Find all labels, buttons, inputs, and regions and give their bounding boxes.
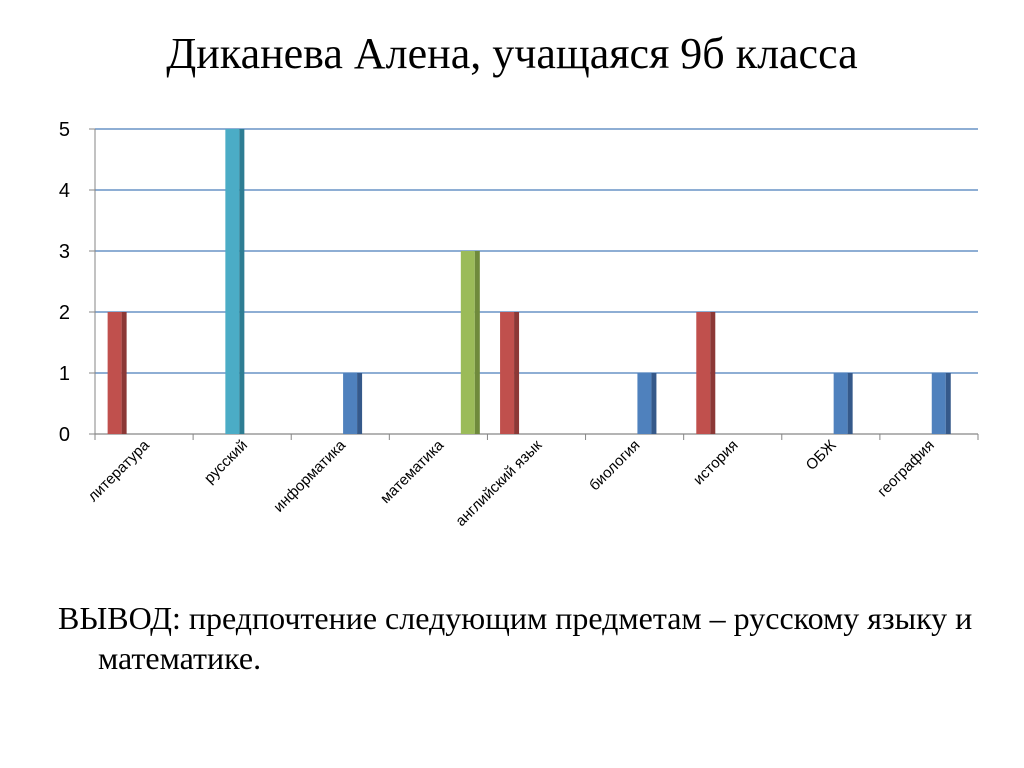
bar-face	[343, 373, 358, 434]
x-category-label: английский язык	[452, 436, 545, 529]
bar-side	[357, 373, 363, 434]
x-category-label: русский	[201, 437, 251, 487]
bar-география	[931, 373, 951, 434]
bar-face	[696, 312, 711, 434]
bar-side	[945, 373, 951, 434]
bar-side	[651, 373, 657, 434]
x-category-labels: литература русский информатика математика ан…	[85, 436, 938, 530]
x-category-label: математика	[377, 436, 448, 507]
bar-side	[239, 129, 245, 434]
x-category-label: литература	[85, 436, 154, 505]
y-tick-label: 4	[59, 180, 70, 202]
x-category-label: биология	[586, 437, 643, 494]
x-category-label: география	[874, 437, 938, 501]
bar-биология	[637, 373, 657, 434]
slide-title: Диканева Алена, учащаяся 9б класса	[166, 29, 858, 78]
bar-математика	[460, 251, 480, 434]
bar-chart: 0 1 2 3 4 5 литература русский информатика матем…	[59, 119, 979, 530]
conclusion-text: : предпочтение следующим предметам – рус…	[98, 600, 973, 676]
bar-side	[710, 312, 716, 434]
bars	[107, 129, 951, 434]
bar-face	[637, 373, 652, 434]
y-tick-label: 0	[59, 424, 70, 446]
bar-face	[833, 373, 848, 434]
bar-face	[931, 373, 946, 434]
y-tick-label: 3	[59, 241, 70, 263]
conclusion: ВЫВОД: предпочтение следующим предметам …	[58, 598, 998, 678]
bar-side	[847, 373, 853, 434]
bar-side	[121, 312, 127, 434]
x-category-label: история	[690, 437, 741, 488]
conclusion-label: ВЫВОД	[58, 600, 172, 636]
y-tick-label: 5	[59, 119, 70, 141]
bar-face	[460, 251, 475, 434]
y-tick-label: 1	[59, 363, 70, 385]
bar-литература	[107, 312, 127, 434]
bar-side	[474, 251, 480, 434]
x-category-label: ОБЖ	[803, 437, 840, 474]
bar-ОБЖ	[833, 373, 853, 434]
y-tick-labels: 0 1 2 3 4 5	[59, 119, 70, 446]
bar-английский язык	[500, 312, 520, 434]
bar-face	[500, 312, 515, 434]
bar-side	[514, 312, 520, 434]
bar-русский	[225, 129, 245, 434]
bar-face	[225, 129, 240, 434]
bar-face	[107, 312, 122, 434]
bar-история	[696, 312, 716, 434]
x-category-label: информатика	[270, 436, 349, 515]
y-tick-label: 2	[59, 302, 70, 324]
bar-информатика	[343, 373, 363, 434]
